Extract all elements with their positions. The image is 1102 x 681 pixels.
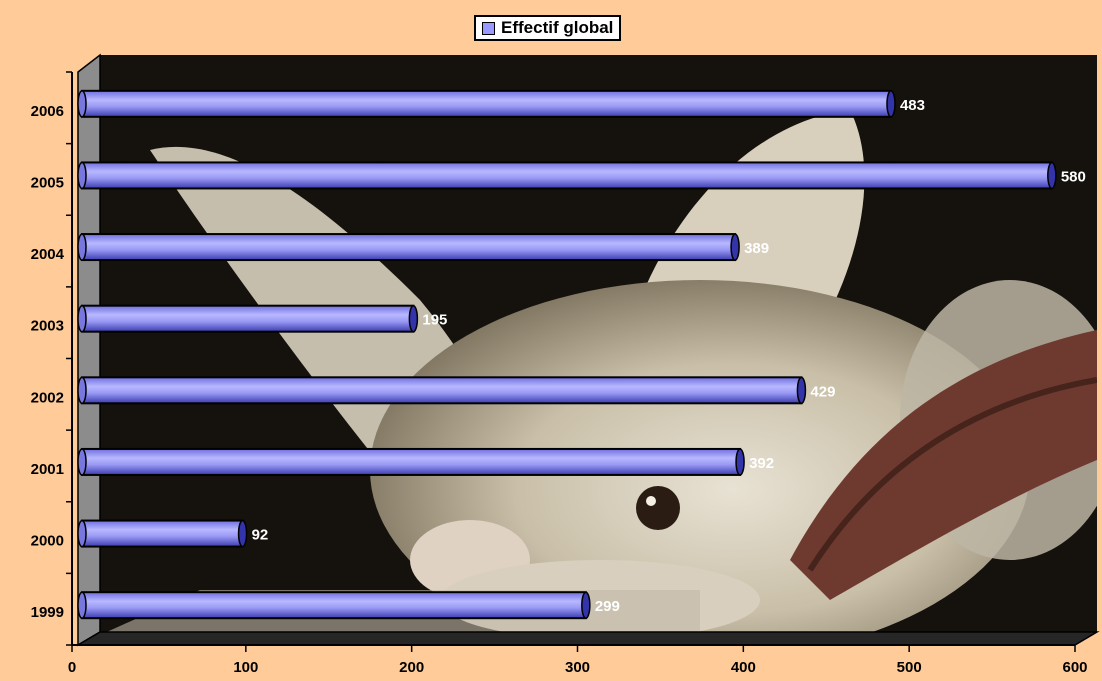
bar-body — [81, 447, 742, 476]
data-label: 429 — [810, 383, 835, 400]
x-tick-label: 100 — [233, 659, 258, 676]
bar-body — [81, 376, 803, 405]
data-label: 392 — [749, 455, 774, 472]
bar-end-cap — [735, 448, 745, 476]
bar-start-cap — [77, 519, 87, 548]
y-tick-label: 2003 — [31, 318, 64, 335]
bar: 389 — [77, 233, 769, 262]
bar-start-cap — [77, 591, 87, 619]
bar-body — [81, 89, 892, 118]
bar-end-cap — [581, 591, 591, 619]
y-tick-label: 2006 — [31, 103, 64, 120]
bar: 92 — [77, 519, 269, 548]
x-tick-label: 500 — [897, 659, 922, 676]
bar-body — [81, 519, 244, 548]
data-label: 389 — [744, 240, 769, 257]
bar-body — [81, 233, 737, 262]
bar-end-cap — [796, 376, 807, 405]
bar-body — [81, 304, 415, 333]
bar-start-cap — [77, 376, 87, 405]
bar: 429 — [77, 376, 835, 405]
x-tick-label: 400 — [731, 659, 756, 676]
bar-body — [81, 161, 1053, 190]
bar: 195 — [77, 304, 447, 333]
bar-body — [81, 591, 587, 620]
bar-start-cap — [77, 90, 87, 118]
y-tick-label: 2002 — [31, 389, 64, 406]
bar: 392 — [77, 447, 774, 476]
legend: Effectif global — [474, 15, 622, 41]
legend-swatch — [482, 21, 495, 35]
data-label: 483 — [900, 97, 925, 114]
y-axis-ticks: 2006 2005 2004 2003 2002 2001 2000 1999 — [31, 71, 72, 646]
x-tick-label: 200 — [399, 659, 424, 676]
y-tick-label: 2000 — [31, 533, 64, 550]
left-wall — [77, 53, 101, 647]
bar-start-cap — [77, 448, 87, 476]
y-tick-label: 1999 — [31, 604, 64, 621]
data-label: 195 — [422, 312, 447, 329]
bar: 299 — [77, 591, 620, 620]
data-label: 299 — [595, 598, 620, 615]
background-photo — [100, 55, 1097, 632]
bar-end-cap — [408, 304, 419, 333]
x-tick-label: 0 — [68, 659, 76, 676]
data-label: 92 — [252, 527, 269, 544]
bars-layer: 483 580 389 195 429 392 92 299 — [77, 89, 1086, 620]
bar-start-cap — [77, 233, 87, 261]
bar-start-cap — [77, 161, 87, 190]
y-tick-label: 2001 — [31, 461, 64, 478]
y-tick-label: 2005 — [31, 174, 64, 191]
x-tick-label: 600 — [1062, 659, 1087, 676]
bar-end-cap — [237, 519, 248, 548]
bar-end-cap — [1047, 161, 1057, 190]
legend-label: Effectif global — [501, 18, 614, 37]
chart-floor — [75, 631, 1100, 646]
x-axis-ticks: 0 100 200 300 400 500 600 — [68, 645, 1088, 676]
bar-end-cap — [730, 233, 740, 261]
bar: 580 — [77, 161, 1086, 190]
bar-start-cap — [77, 304, 87, 333]
bar-end-cap — [886, 90, 896, 118]
data-label: 580 — [1061, 168, 1086, 185]
bar: 483 — [77, 89, 925, 118]
x-tick-label: 300 — [565, 659, 590, 676]
y-tick-label: 2004 — [31, 246, 65, 263]
